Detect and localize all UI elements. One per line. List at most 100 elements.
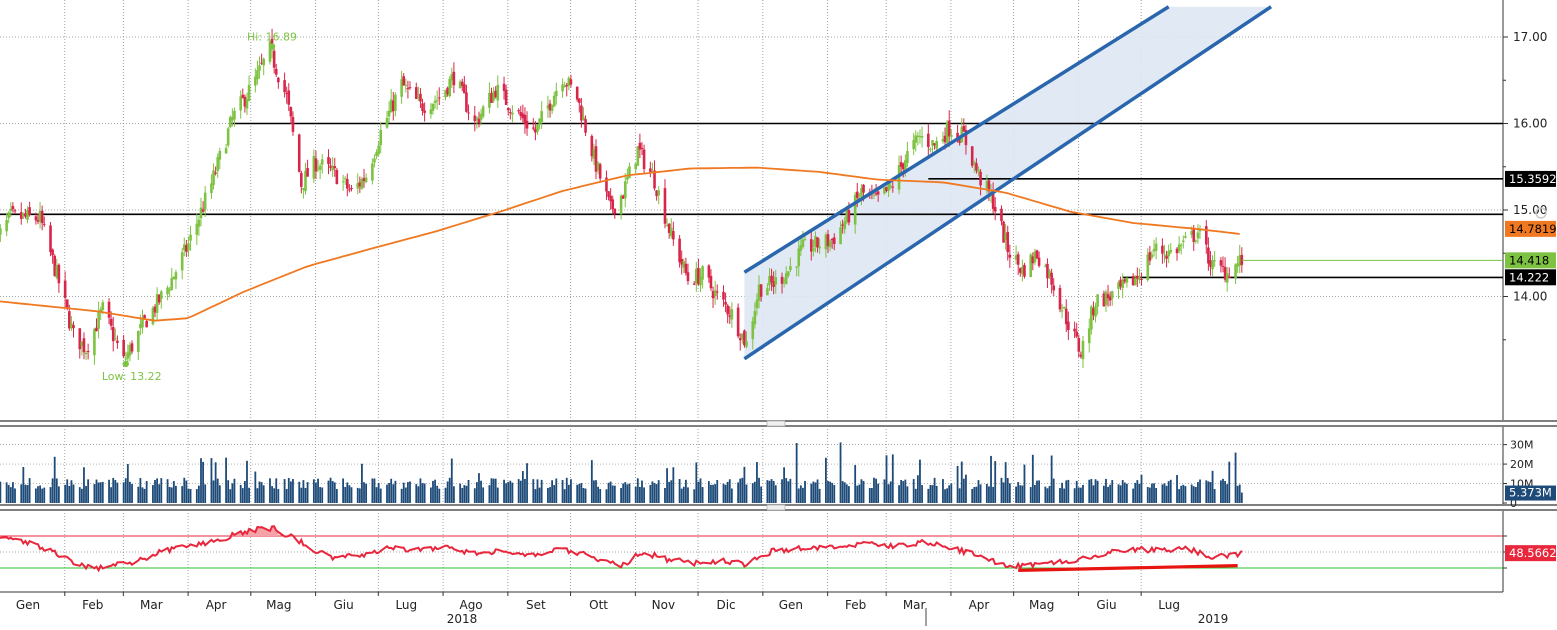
volume-bar (795, 443, 798, 503)
volume-bar (478, 473, 480, 503)
volume-bar (534, 489, 537, 503)
volume-bar (66, 479, 69, 503)
channel-lower-line (743, 5, 1273, 361)
candle-body (287, 90, 291, 105)
candle-body (408, 87, 412, 89)
volume-bar (1019, 485, 1022, 503)
candle-body (738, 338, 742, 341)
volume-bar (14, 488, 16, 503)
volume-bar (1021, 485, 1024, 503)
panel-resize-handle[interactable] (766, 504, 786, 511)
volume-bar (1077, 487, 1080, 503)
volume-bar (664, 487, 666, 503)
candle-body (563, 85, 566, 88)
candle-body (1213, 260, 1216, 262)
volume-bar (854, 465, 857, 503)
volume-bar (41, 488, 44, 503)
volume-bar (348, 485, 351, 503)
candle-body (373, 158, 376, 163)
candle-body (180, 252, 184, 271)
candle-body (201, 209, 205, 212)
candle-body (1008, 254, 1012, 258)
volume-bar (605, 489, 608, 503)
volume-bar (7, 484, 10, 503)
candle-body (1236, 263, 1239, 267)
candle-body (975, 163, 978, 171)
candle-body (268, 41, 272, 62)
candle-body (70, 323, 73, 329)
volume-bar (327, 480, 330, 503)
candle-body (341, 181, 345, 183)
candle-body (391, 100, 395, 112)
month-label: Feb (845, 598, 866, 612)
volume-bar (64, 484, 67, 503)
volume-bar (145, 481, 148, 503)
candle-body (494, 90, 497, 98)
candle-body (116, 340, 119, 344)
zoom-handle-icon[interactable] (1535, 207, 1547, 219)
candle-body (1081, 340, 1085, 360)
candle-body (421, 103, 424, 111)
candle-body (1119, 279, 1122, 287)
candle-body (1060, 310, 1064, 312)
candle-body (1150, 254, 1154, 258)
volume-bar (185, 480, 188, 503)
candle-body (1211, 260, 1214, 270)
candle-body (1073, 328, 1076, 332)
candle-body (28, 207, 31, 215)
volume-bar (1029, 487, 1032, 503)
volume-bar (1148, 487, 1151, 503)
volume-bar (933, 477, 936, 503)
candle-body (348, 189, 351, 191)
volume-bar (126, 464, 129, 503)
candle-body (49, 225, 52, 253)
candle-body (947, 120, 951, 137)
volume-bar (183, 477, 186, 503)
volume-bar (1121, 480, 1124, 503)
volume-bar (1228, 461, 1231, 503)
candle-body (885, 186, 888, 191)
volume-bar (1220, 480, 1222, 503)
panel-resize-handle[interactable] (766, 420, 786, 427)
candle-body (101, 302, 105, 311)
volume-bar (124, 478, 127, 503)
candle-body (1169, 249, 1173, 253)
volume-bar (728, 479, 731, 503)
candle-body (941, 138, 945, 142)
volume-bar (507, 481, 510, 503)
volume-bar (1146, 487, 1149, 503)
volume-bar (626, 484, 629, 503)
volume-bar (492, 478, 495, 503)
volume-bar (758, 477, 760, 503)
volume-bar (1234, 452, 1237, 503)
volume-bar (756, 462, 758, 503)
volume-bar (950, 483, 953, 503)
volume-bar (1123, 482, 1126, 503)
volume-bar (962, 478, 965, 503)
candle-body (567, 77, 571, 86)
axis-labels: Gen Feb Mar Apr Mag Giu Lug Ago Set Ott Nov Dic Gen F… (0, 30, 1557, 626)
candle-body (1021, 266, 1024, 275)
volume-bar (461, 487, 464, 503)
volume-bar (678, 479, 681, 503)
candle-body (1108, 296, 1112, 301)
volume-bar (1182, 484, 1185, 503)
volume-bar (204, 484, 207, 503)
candle-body (55, 265, 59, 278)
candle-body (1140, 278, 1143, 280)
volume-bar (1155, 487, 1158, 503)
candle-body (203, 192, 207, 210)
volume-bar (994, 461, 997, 503)
volume-bar (72, 484, 75, 503)
volume-bar (1163, 483, 1166, 503)
candle-body (82, 338, 86, 353)
volume-bar (482, 487, 485, 503)
candle-body (722, 291, 725, 300)
price-label-box (1505, 220, 1556, 237)
price-label-text: 14.418 (1509, 253, 1549, 267)
volume-bar (329, 477, 332, 503)
candle-body (1190, 231, 1193, 235)
candle-body (818, 246, 821, 249)
volume-bar (1169, 479, 1172, 503)
candle-body (743, 330, 746, 346)
